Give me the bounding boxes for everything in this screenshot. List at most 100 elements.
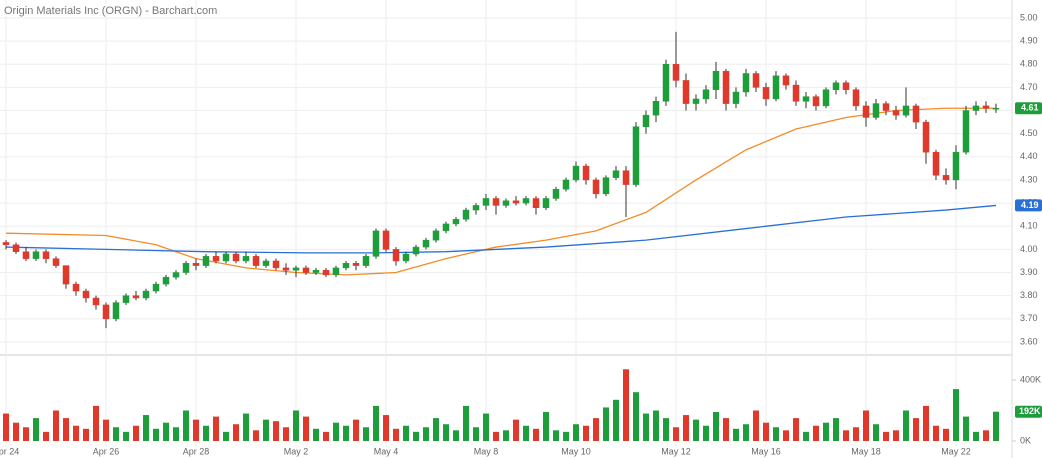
candle-body <box>392 249 400 262</box>
candle-body <box>172 272 180 278</box>
candle-body <box>122 295 130 303</box>
volume-bar <box>223 431 229 441</box>
volume-bar <box>993 411 999 441</box>
candle-body <box>22 251 30 259</box>
x-tick-label: May 4 <box>374 446 399 456</box>
volume-bar <box>733 428 739 441</box>
price-badge <box>1015 102 1042 115</box>
candle-body <box>422 239 430 248</box>
candle-body <box>832 82 840 90</box>
volume-bar <box>393 428 399 441</box>
volume-bar <box>823 422 829 441</box>
candle-body <box>52 258 60 266</box>
candle-body <box>932 151 940 176</box>
candle-body <box>142 290 150 299</box>
candle-body <box>322 269 330 276</box>
y-tick-label: 4.50 <box>1020 128 1038 138</box>
candle-body <box>922 121 930 153</box>
volume-bar <box>323 431 329 441</box>
volume-bar <box>403 425 409 441</box>
candle-body <box>312 269 320 273</box>
volume-bar <box>213 416 219 441</box>
volume-bar <box>953 389 959 441</box>
candle-body <box>542 198 550 208</box>
volume-bar <box>73 425 79 441</box>
candle-body <box>412 246 420 255</box>
candle-body <box>2 242 10 246</box>
volume-bar <box>883 431 889 441</box>
candle-body <box>252 256 260 266</box>
volume-bar <box>433 418 439 441</box>
volume-bar <box>623 369 629 441</box>
candle-body <box>982 105 990 109</box>
volume-bar <box>573 424 579 441</box>
candle-body <box>742 73 750 93</box>
x-tick-label: May 12 <box>661 446 691 456</box>
volume-bar <box>473 427 479 441</box>
candle-body <box>652 101 660 116</box>
volume-bar <box>833 418 839 441</box>
volume-bar <box>843 430 849 441</box>
volume-bar <box>983 430 989 441</box>
volume-bar <box>33 418 39 441</box>
candle-body <box>662 63 670 102</box>
candle-body <box>792 84 800 102</box>
candle-body <box>32 251 40 259</box>
volume-bar <box>853 427 859 441</box>
candle-body <box>712 70 720 90</box>
candle-body <box>502 200 510 206</box>
volume-bar <box>233 424 239 441</box>
volume-bar <box>523 425 529 441</box>
candle-body <box>102 304 110 320</box>
candle-body <box>632 126 640 185</box>
volume-bar <box>183 410 189 441</box>
candle-body <box>482 198 490 206</box>
candle-body <box>372 230 380 257</box>
candle-body <box>152 283 160 292</box>
candle-body <box>872 103 880 118</box>
candle-body <box>472 205 480 211</box>
candle-body <box>642 114 650 127</box>
candle-body <box>212 256 220 262</box>
candle-body <box>92 297 100 306</box>
candle-body <box>892 110 900 116</box>
candle-body <box>162 276 170 285</box>
volume-bar <box>633 392 639 441</box>
volume-bar <box>493 431 499 441</box>
volume-bar <box>613 399 619 441</box>
volume-bar <box>113 427 119 441</box>
volume-bar <box>663 418 669 441</box>
y-tick-label: 4.10 <box>1020 221 1038 231</box>
volume-bar <box>3 413 9 441</box>
x-tick-label: May 18 <box>851 446 881 456</box>
candle-body <box>962 110 970 153</box>
candle-body <box>232 253 240 262</box>
x-tick-label: May 16 <box>751 446 781 456</box>
candle-body <box>862 105 870 118</box>
x-tick-label: Apr 28 <box>183 446 210 456</box>
candle-body <box>952 151 960 181</box>
candle-body <box>112 302 120 320</box>
volume-bar <box>443 424 449 441</box>
candle-body <box>352 263 360 266</box>
volume-bar <box>273 421 279 441</box>
candle-body <box>762 87 770 100</box>
candle-body <box>672 63 680 81</box>
volume-bar <box>643 413 649 441</box>
candle-body <box>972 105 980 111</box>
candle-body <box>592 179 600 195</box>
volume-bar <box>503 430 509 441</box>
volume-bar <box>873 424 879 441</box>
candle-body <box>772 75 780 100</box>
volume-bar <box>243 413 249 441</box>
candle-body <box>362 256 370 266</box>
volume-bar <box>283 427 289 441</box>
candle-body <box>402 253 410 262</box>
y-tick-label: 4.00 <box>1020 244 1038 254</box>
volume-bar <box>603 407 609 441</box>
volume-bar <box>313 428 319 441</box>
candle-body <box>702 89 710 100</box>
volume-bar <box>423 427 429 441</box>
y-tick-label: 3.80 <box>1020 290 1038 300</box>
